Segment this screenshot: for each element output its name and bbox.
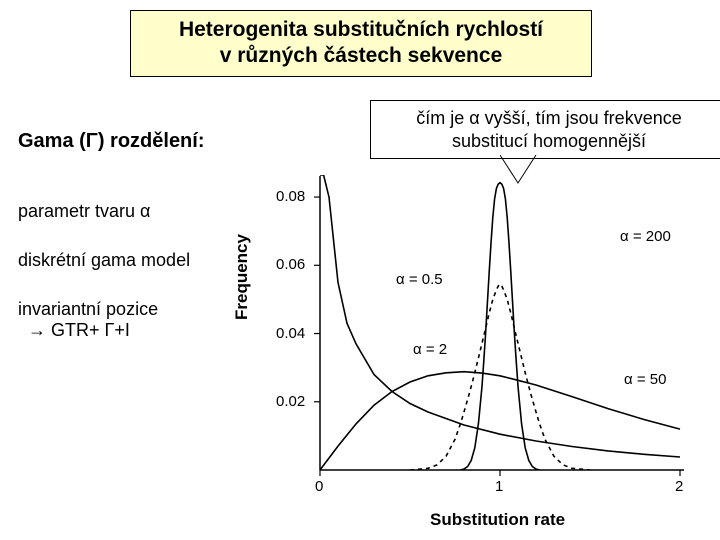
y-tick: 0.08 — [276, 188, 305, 205]
inv-line1: invariantní pozice — [18, 299, 158, 319]
gamma-chart — [258, 170, 708, 520]
y-tick: 0.02 — [276, 393, 305, 410]
x-tick: 0 — [315, 478, 323, 495]
curve-label-a05: α = 0.5 — [396, 271, 443, 288]
title-box: Heterogenita substitučních rychlostí v r… — [130, 10, 592, 77]
title-line2: v různých částech sekvence — [220, 44, 503, 67]
chart-svg — [258, 170, 708, 520]
callout-box: čím je α vyšší, tím jsou frekvence subst… — [370, 100, 720, 159]
y-axis-label: Frequency — [232, 234, 252, 320]
param-label: parametr tvaru α — [18, 201, 268, 222]
y-tick: 0.04 — [276, 325, 305, 342]
curve-label-a200: α = 200 — [620, 228, 671, 245]
inv-label: invariantní pozice → GTR+ Γ+I — [18, 299, 268, 341]
x-axis-label: Substitution rate — [430, 510, 565, 530]
x-tick: 2 — [675, 478, 683, 495]
disk-label: diskrétní gama model — [18, 250, 268, 271]
inv-line2: → GTR+ Γ+I — [18, 320, 130, 340]
y-tick: 0.06 — [276, 256, 305, 273]
x-tick: 1 — [495, 478, 503, 495]
title-line1: Heterogenita substitučních rychlostí — [179, 18, 543, 41]
curve-label-a2: α = 2 — [413, 341, 447, 358]
gama-heading: Gama (Γ) rozdělení: — [18, 130, 268, 153]
callout-line2: substitucí homogennější — [452, 131, 646, 151]
callout-line1: čím je α vyšší, tím jsou frekvence — [416, 108, 681, 128]
left-column: Gama (Γ) rozdělení: parametr tvaru α dis… — [18, 130, 268, 369]
curve-label-a50: α = 50 — [624, 371, 666, 388]
